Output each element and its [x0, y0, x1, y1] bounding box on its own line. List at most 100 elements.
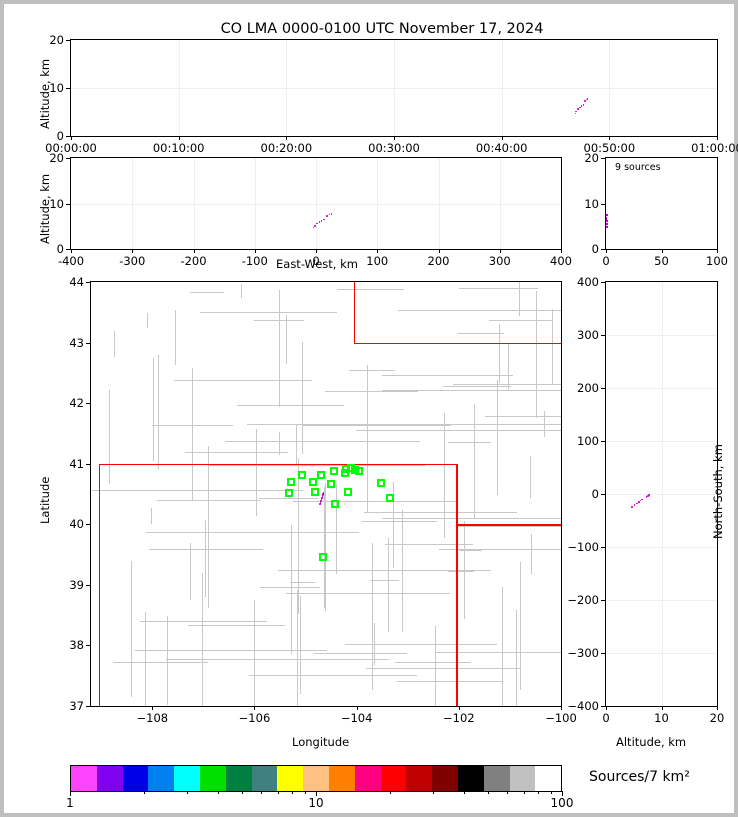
source-point [319, 503, 321, 506]
axis-tick-label: 38 [69, 638, 84, 653]
colorbar-segment-1 [96, 766, 123, 791]
axis-tick-label: 10 [654, 711, 669, 725]
lma-station-marker [308, 478, 317, 487]
axis-tick-label: 00:40:00 [475, 141, 528, 155]
source-point [574, 110, 577, 113]
axis-tick-label: 200 [427, 254, 450, 268]
axis-tick-label: 37 [69, 699, 84, 713]
source-point [312, 226, 315, 229]
axis-tick-label: -300 [119, 254, 146, 268]
colorbar-segment-16 [483, 766, 510, 791]
axis-tick-label: 400 [550, 254, 572, 268]
axis-tick-label: 00:50:00 [583, 141, 636, 155]
source-point [316, 222, 319, 225]
axis-tick-label: -100 [241, 254, 268, 268]
axis-tick-label: 20 [49, 151, 64, 165]
colorbar [70, 765, 562, 792]
lma-station-marker [327, 479, 336, 488]
panel-map [90, 281, 562, 707]
colorbar-segment-5 [199, 766, 226, 791]
source-point [322, 491, 325, 494]
axis-tick-label: 10 [49, 81, 64, 95]
axis-tick-label: −100 [567, 540, 599, 554]
axis-tick-label: 100 [577, 434, 599, 448]
state-border [98, 463, 100, 706]
lma-station-marker [385, 494, 394, 503]
panel-time-altitude [70, 39, 718, 137]
state-border [98, 463, 457, 465]
colorbar-segment-3 [148, 766, 175, 791]
source-point [577, 108, 579, 110]
axis-tick-label: 00:10:00 [152, 141, 205, 155]
axis-tick-label: 43 [69, 335, 84, 350]
colorbar-segment-2 [122, 766, 149, 791]
colorbar-segment-4 [174, 766, 200, 791]
source-point [322, 494, 324, 496]
lma-station-marker [297, 470, 306, 479]
source-point [330, 213, 333, 215]
state-border [354, 342, 561, 344]
axis-tick-label: 20 [584, 151, 599, 165]
source-point [322, 493, 324, 495]
source-point [633, 504, 636, 506]
axis-tick-label: −106 [238, 711, 271, 725]
axis-tick-label: 10 [49, 196, 64, 211]
axis-tick-label: 200 [577, 381, 599, 395]
colorbar-segment-10 [328, 766, 355, 791]
axis-tick-label: 20 [709, 711, 725, 725]
colorbar-tick-label: 1 [66, 796, 74, 810]
histogram-bar [606, 217, 608, 220]
lma-station-marker [343, 488, 352, 497]
axis-tick-label: -200 [180, 254, 207, 268]
axis-tick-label: 40 [69, 517, 84, 532]
axis-tick-label: 300 [488, 254, 511, 268]
source-point [320, 500, 322, 503]
lma-station-marker [330, 499, 339, 508]
axis-tick-label: 01:00:00 [691, 141, 738, 155]
colorbar-tick-label: 100 [550, 796, 574, 810]
panel-northsouth-altitude [605, 281, 718, 707]
axis-tick-label: 0 [56, 242, 64, 256]
colorbar-segment-18 [535, 766, 562, 791]
lma-station-marker [354, 466, 363, 475]
source-point [321, 497, 323, 500]
axis-tick-label: 0 [591, 242, 599, 256]
figure-title: CO LMA 0000-0100 UTC November 17, 2024 [220, 21, 544, 37]
colorbar-segment-6 [225, 766, 252, 791]
axis-tick-label: 0 [602, 711, 610, 725]
histogram-bar [606, 226, 609, 229]
source-point [320, 219, 323, 222]
axis-tick-label: 0 [602, 254, 610, 268]
state-border [99, 706, 561, 707]
colorbar-segment-14 [432, 766, 458, 791]
lma-station-marker [377, 479, 386, 488]
source-point [586, 98, 589, 100]
axis-tick-label: −102 [443, 711, 475, 725]
colorbar-segment-15 [457, 766, 484, 791]
state-border [456, 524, 458, 706]
axis-tick-label: 10 [584, 196, 599, 211]
lma-station-marker [342, 464, 351, 473]
axis-tick-label: 00:30:00 [368, 141, 420, 155]
axis-tick-label: 100 [706, 254, 728, 268]
colorbar-tick-label: 10 [308, 796, 324, 810]
lma-station-marker [284, 488, 293, 497]
panel5-xlabel: Altitude, km [616, 735, 687, 749]
lma-station-marker [341, 469, 350, 478]
source-point [647, 494, 650, 496]
colorbar-segment-11 [354, 766, 381, 791]
axis-tick-label: 400 [577, 275, 599, 289]
axis-tick-label: 0 [591, 487, 599, 501]
histogram-bar [606, 220, 609, 223]
source-point [580, 105, 583, 108]
axis-tick-label: 20 [49, 33, 64, 47]
panel2-xlabel: East-West, km [276, 257, 358, 271]
source-point [637, 501, 640, 503]
lma-station-marker [350, 465, 359, 474]
axis-tick-label: 39 [69, 577, 84, 592]
axis-tick-label: 44 [69, 275, 84, 289]
source-point [641, 498, 643, 501]
axis-tick-label: 100 [366, 254, 389, 268]
axis-tick-label: -400 [57, 254, 85, 268]
colorbar-segment-0 [71, 766, 97, 791]
